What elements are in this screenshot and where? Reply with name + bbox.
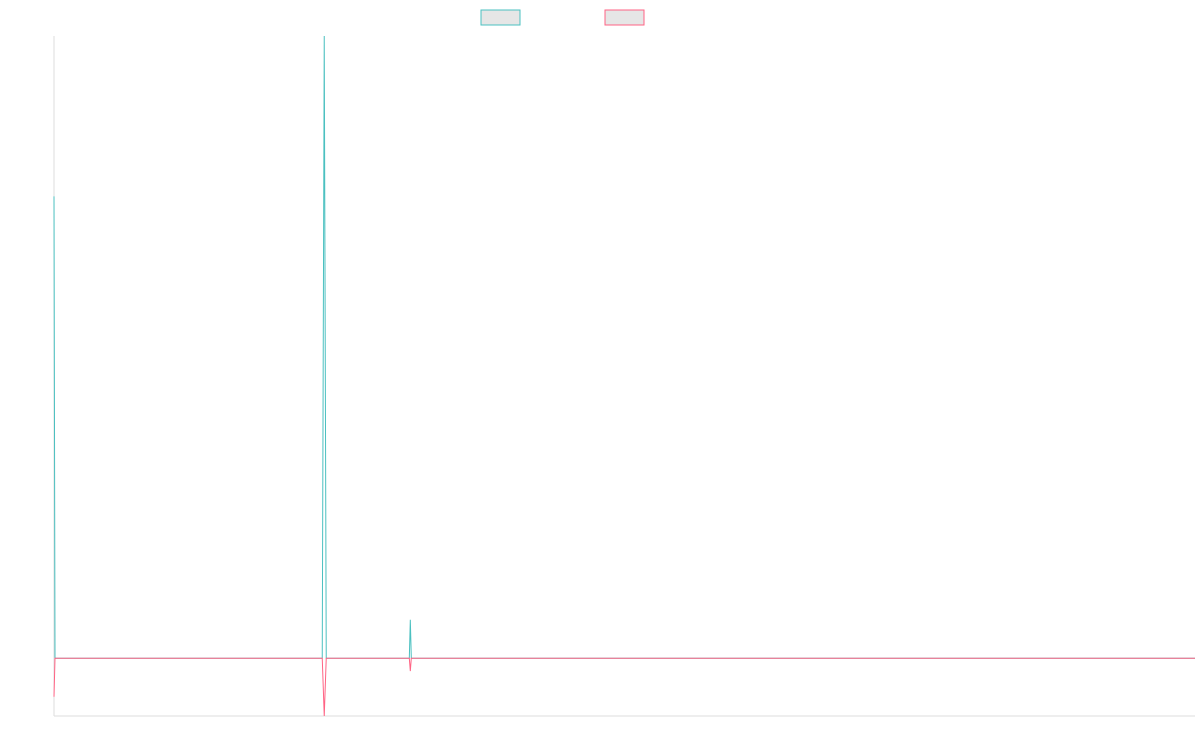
legend-swatch-2[interactable]	[604, 9, 645, 26]
series-line-1	[53, 35, 1195, 659]
series-layer	[53, 35, 1195, 717]
legend-swatch-1[interactable]	[480, 9, 521, 26]
series-line-2	[53, 657, 1195, 717]
legend	[480, 9, 645, 26]
